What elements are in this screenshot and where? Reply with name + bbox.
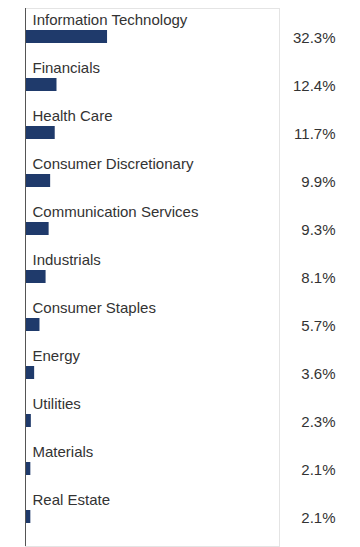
svg-text:Consumer Staples: Consumer Staples [33, 299, 156, 316]
svg-text:12.4%: 12.4% [293, 77, 336, 94]
svg-text:Consumer Discretionary: Consumer Discretionary [33, 155, 194, 172]
svg-text:32.3%: 32.3% [293, 29, 336, 46]
svg-text:2.1%: 2.1% [301, 461, 335, 478]
svg-text:11.7%: 11.7% [294, 125, 335, 142]
svg-text:Energy: Energy [33, 347, 81, 364]
svg-text:5.7%: 5.7% [301, 317, 335, 334]
svg-text:Real Estate: Real Estate [33, 491, 111, 508]
svg-text:3.6%: 3.6% [301, 365, 335, 382]
svg-text:Information Technology: Information Technology [33, 11, 188, 28]
svg-text:Utilities: Utilities [33, 395, 81, 412]
svg-text:Financials: Financials [33, 59, 101, 76]
svg-text:2.3%: 2.3% [301, 413, 335, 430]
svg-text:Communication Services: Communication Services [33, 203, 199, 220]
svg-text:Materials: Materials [33, 443, 94, 460]
svg-text:2.1%: 2.1% [301, 509, 335, 526]
svg-text:Industrials: Industrials [33, 251, 101, 268]
svg-text:8.1%: 8.1% [301, 269, 335, 286]
svg-text:9.3%: 9.3% [301, 221, 335, 238]
svg-text:Health Care: Health Care [33, 107, 113, 124]
svg-text:9.9%: 9.9% [301, 173, 335, 190]
